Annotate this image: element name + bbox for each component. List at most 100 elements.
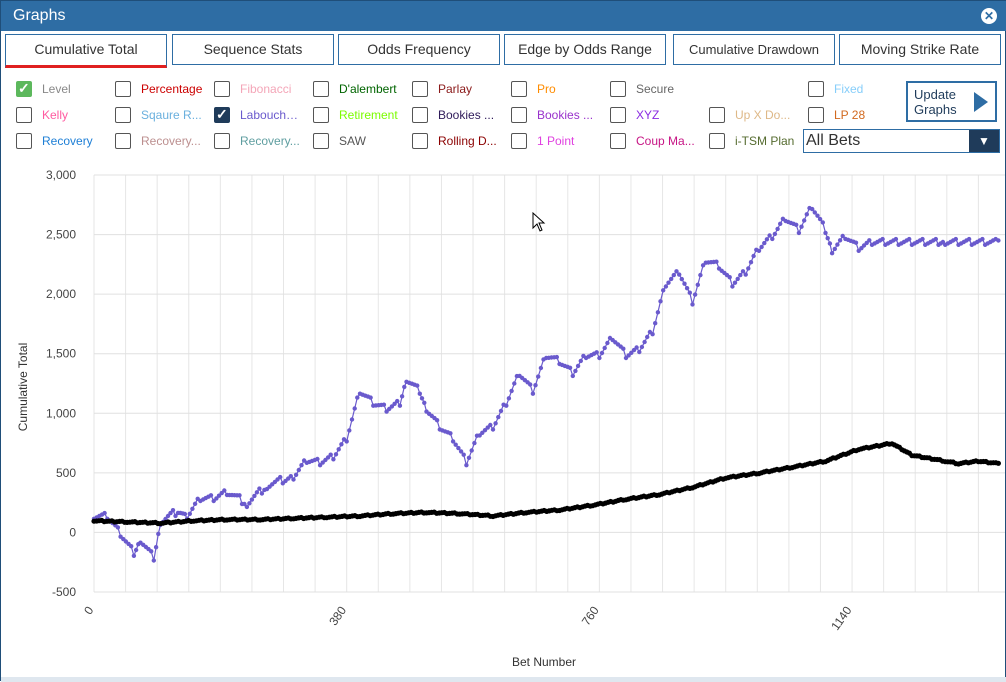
option-percentage[interactable]: Percentage — [115, 79, 215, 99]
option-xyz[interactable]: XYZ — [610, 105, 710, 125]
data-point — [509, 388, 514, 394]
option-kelly[interactable]: Kelly — [16, 105, 116, 125]
option-d-alembert[interactable]: D'alembert — [313, 79, 413, 99]
data-point — [698, 272, 703, 278]
data-point — [575, 363, 581, 369]
y-axis-label: Cumulative Total — [16, 343, 30, 432]
option-label: Pro — [537, 82, 556, 96]
tab-cumulative-drawdown[interactable]: Cumulative Drawdown — [673, 34, 835, 65]
title-bar[interactable]: Graphs ✕ — [1, 1, 1006, 31]
option-coup-ma[interactable]: Coup Ma... — [610, 131, 710, 151]
option-checkbox[interactable] — [16, 133, 32, 149]
chevron-down-icon[interactable]: ▼ — [969, 130, 999, 152]
option-retirement[interactable]: Retirement — [313, 105, 413, 125]
data-point — [599, 350, 605, 356]
data-point — [252, 493, 257, 499]
data-point — [458, 449, 464, 454]
option-checkbox[interactable] — [808, 81, 824, 97]
option-checkbox[interactable] — [412, 133, 428, 149]
data-point — [254, 490, 260, 495]
data-point — [810, 206, 815, 212]
option-checkbox[interactable] — [115, 133, 131, 149]
data-point — [347, 428, 352, 433]
cumulative-total-chart: 3,000 2,500 2,000 1,500 1,000 500 0 -500 0 380 760… — [16, 168, 1005, 669]
series-line-labouchere — [93, 207, 999, 561]
tab-sequence-stats[interactable]: Sequence Stats — [172, 34, 334, 65]
data-point — [156, 531, 161, 537]
option-pro[interactable]: Pro — [511, 79, 611, 99]
option-recovery[interactable]: Recovery... — [214, 131, 314, 151]
option-checkbox[interactable] — [511, 133, 527, 149]
data-point — [743, 272, 748, 277]
option-fibonacci[interactable]: Fibonacci — [214, 79, 314, 99]
option-checkbox[interactable] — [214, 133, 230, 149]
option-saw[interactable]: SAW — [313, 131, 413, 151]
data-point — [661, 288, 666, 293]
bets-filter-select[interactable]: All Bets ▼ — [803, 129, 1000, 153]
option-checkbox[interactable]: ✓ — [214, 106, 230, 123]
option-lp-28[interactable]: LP 28 — [808, 105, 908, 125]
option-parlay[interactable]: Parlay — [412, 79, 512, 99]
data-point — [835, 242, 840, 247]
option-checkbox[interactable] — [610, 81, 626, 97]
data-point — [629, 350, 634, 355]
data-point — [464, 463, 469, 468]
option-bookies[interactable]: Bookies ... — [412, 105, 512, 125]
data-point — [827, 241, 833, 246]
option-fixed[interactable]: Fixed — [808, 79, 908, 99]
data-point — [504, 403, 509, 408]
data-point — [880, 236, 885, 242]
option-labouchere[interactable]: ✓ Labouchere — [214, 105, 314, 125]
data-point — [802, 218, 807, 223]
option-checkbox[interactable] — [511, 107, 527, 123]
option-up-x-do[interactable]: Up X Do... — [709, 105, 809, 125]
data-point — [170, 508, 176, 513]
data-point — [594, 350, 599, 355]
tab-edge-by-odds-range[interactable]: Edge by Odds Range — [504, 34, 666, 65]
option-checkbox[interactable] — [511, 81, 527, 97]
option-checkbox[interactable] — [709, 133, 725, 149]
option-checkbox[interactable] — [313, 133, 329, 149]
option-label: Percentage — [141, 82, 203, 96]
data-point — [293, 472, 299, 477]
option-recovery[interactable]: Recovery... — [115, 131, 215, 151]
option-checkbox[interactable] — [610, 107, 626, 123]
option-sqaure-r[interactable]: Sqaure R... — [115, 105, 215, 125]
data-point — [832, 246, 837, 252]
data-point — [344, 439, 349, 444]
data-point — [149, 549, 154, 554]
option-label: i-TSM Plan — [735, 134, 795, 148]
data-point — [740, 269, 746, 274]
tab-cumulative-total[interactable]: Cumulative Total — [5, 34, 167, 68]
option-level[interactable]: ✓ Level — [16, 79, 116, 99]
tab-odds-frequency[interactable]: Odds Frequency — [338, 34, 500, 65]
option-checkbox[interactable] — [115, 81, 131, 97]
option-checkbox[interactable] — [709, 107, 725, 123]
close-icon[interactable]: ✕ — [981, 8, 997, 24]
data-point — [151, 558, 156, 563]
data-point — [759, 244, 764, 250]
data-point — [825, 236, 830, 241]
option-checkbox[interactable] — [16, 107, 32, 123]
staking-options: ✓ Level Percentage Fibonacci D'alembert Parla… — [1, 75, 1006, 157]
option-rolling-d[interactable]: Rolling D... — [412, 131, 512, 151]
option-checkbox[interactable] — [313, 107, 329, 123]
option-secure[interactable]: Secure — [610, 79, 710, 99]
option-1-point[interactable]: 1 Point — [511, 131, 611, 151]
option-recovery[interactable]: Recovery — [16, 131, 116, 151]
option-checkbox[interactable] — [412, 107, 428, 123]
option-checkbox[interactable] — [808, 107, 824, 123]
data-point — [770, 236, 775, 242]
x-tick-label: 760 — [579, 603, 602, 628]
option-bookies[interactable]: Bookies ... — [511, 105, 611, 125]
option-i-tsm-plan[interactable]: i-TSM Plan — [709, 131, 809, 151]
update-graphs-button[interactable]: Update Graphs — [906, 81, 997, 122]
option-checkbox[interactable] — [115, 107, 131, 123]
option-checkbox[interactable]: ✓ — [16, 80, 32, 97]
option-checkbox[interactable] — [313, 81, 329, 97]
option-checkbox[interactable] — [610, 133, 626, 149]
data-point — [578, 358, 583, 364]
option-checkbox[interactable] — [412, 81, 428, 97]
tab-moving-strike-rate[interactable]: Moving Strike Rate — [839, 34, 1001, 65]
option-checkbox[interactable] — [214, 81, 230, 97]
